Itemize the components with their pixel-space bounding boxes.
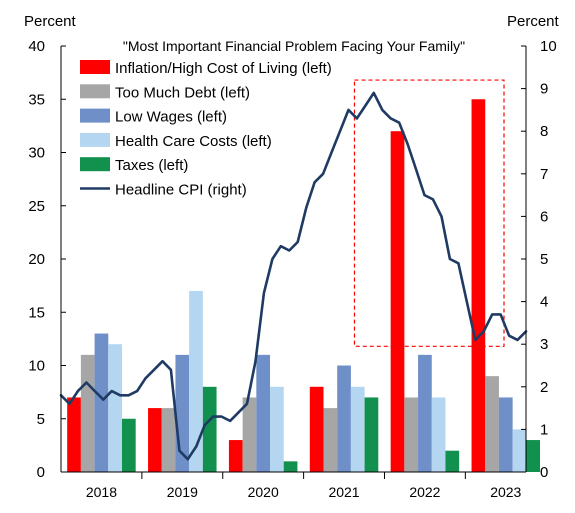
bar-2021-series-2 [337,365,351,472]
cpi-line [59,91,528,461]
x-tick-label: 2020 [248,484,279,500]
right-tick-label: 10 [540,38,557,55]
x-tick-label: 2022 [409,484,440,500]
bar-2018-series-1 [80,354,95,472]
bar-2021-series-4 [364,397,379,472]
bar-2019-series-4 [202,386,217,472]
bar-2023-series-3 [512,429,527,472]
bar-2023-series-4 [526,440,541,472]
right-tick-label: 9 [540,81,548,98]
highlight-box-layer [353,79,505,347]
left-tick-label: 40 [28,38,45,55]
bar-2021-series-0 [309,386,324,472]
bar-2020-series-4 [283,461,298,472]
bars-layer [67,99,541,472]
right-tick-label: 3 [540,336,548,353]
bar-2020-series-2 [256,354,271,472]
bar-2022-series-2 [418,354,432,472]
legend: Inflation/High Cost of Living (left) Too … [80,60,332,199]
bar-2022-series-1 [404,397,419,472]
right-tick-label: 8 [540,123,548,140]
left-tick-label: 30 [28,145,45,162]
bar-2022-series-4 [445,450,460,472]
right-tick-label: 2 [540,379,548,396]
bar-2023-series-0 [471,99,486,472]
legend-label: Low Wages (left) [115,109,227,126]
left-tick-label: 35 [28,91,45,108]
left-tick-label: 15 [28,304,45,321]
right-tick-label: 6 [540,208,548,225]
left-axis-label: Percent [24,13,77,30]
bar-2021-series-1 [323,408,338,472]
cpi-line-layer [59,91,528,461]
legend-label: Too Much Debt (left) [115,84,250,101]
bar-2018-series-4 [121,418,136,472]
bar-2020-series-1 [242,397,257,472]
highlight-box [353,79,505,347]
bar-2018-series-0 [67,397,81,472]
bar-2019-series-0 [148,408,162,472]
right-tick-label: 4 [540,294,548,311]
left-tick-label: 10 [28,358,45,375]
right-tick-label: 7 [540,166,548,183]
x-tick-label: 2018 [86,484,117,500]
right-tick-label: 1 [540,421,548,438]
legend-label: Health Care Costs (left) [115,133,272,150]
chart-title: "Most Important Financial Problem Facing… [123,38,465,54]
legend-swatch [80,108,110,123]
left-tick-label: 25 [28,198,45,215]
left-tick-label: 5 [37,411,45,428]
right-tick-label: 0 [540,464,548,481]
bar-2022-series-3 [431,397,446,472]
legend-label: Inflation/High Cost of Living (left) [115,60,332,77]
legend-swatch [80,84,110,99]
legend-swatch [80,157,110,172]
bar-2022-series-0 [390,131,405,472]
legend-label: Headline CPI (right) [115,182,247,199]
bar-2020-series-0 [228,440,243,472]
bar-2023-series-2 [498,397,513,472]
bar-2019-series-1 [161,408,176,472]
bar-2019-series-3 [189,290,203,472]
legend-label: Taxes (left) [115,157,188,174]
x-tick-label: 2021 [328,484,359,500]
bar-2020-series-3 [270,386,284,472]
bar-2018-series-2 [94,333,109,472]
right-tick-label: 5 [540,251,548,268]
legend-swatch [80,60,110,74]
axes-layer: 0 5 10 15 20 25 30 35 40 0 1 2 3 4 5 6 7 8 9 10 2018 2019 2020… [28,38,556,500]
bar-2023-series-1 [485,376,499,472]
bar-2021-series-3 [350,386,365,472]
bar-2018-series-3 [108,344,122,472]
x-tick-label: 2019 [167,484,198,500]
x-tick-label: 2023 [490,484,521,500]
left-tick-label: 0 [37,464,45,481]
right-axis-label: Percent [507,13,560,30]
left-tick-label: 20 [28,251,45,268]
legend-swatch [80,132,110,147]
